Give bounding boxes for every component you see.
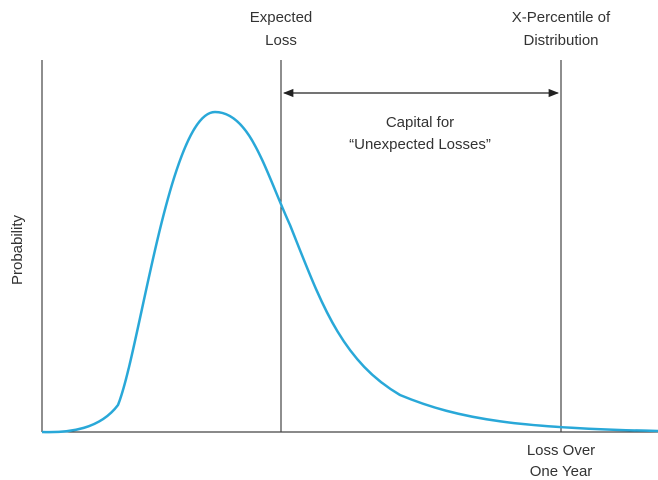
- x-axis-label: One Year: [530, 463, 593, 480]
- label: Expected: [250, 9, 313, 26]
- x-axis-label: Loss Over: [527, 442, 595, 459]
- loss-curve: [41, 110, 658, 434]
- label: Distribution: [523, 32, 598, 49]
- label: X-Percentile of: [512, 9, 611, 26]
- y-axis-label: Probability: [9, 214, 26, 285]
- label: “Unexpected Losses”: [349, 136, 491, 153]
- label: Loss: [265, 32, 297, 49]
- label: Capital for: [386, 114, 454, 131]
